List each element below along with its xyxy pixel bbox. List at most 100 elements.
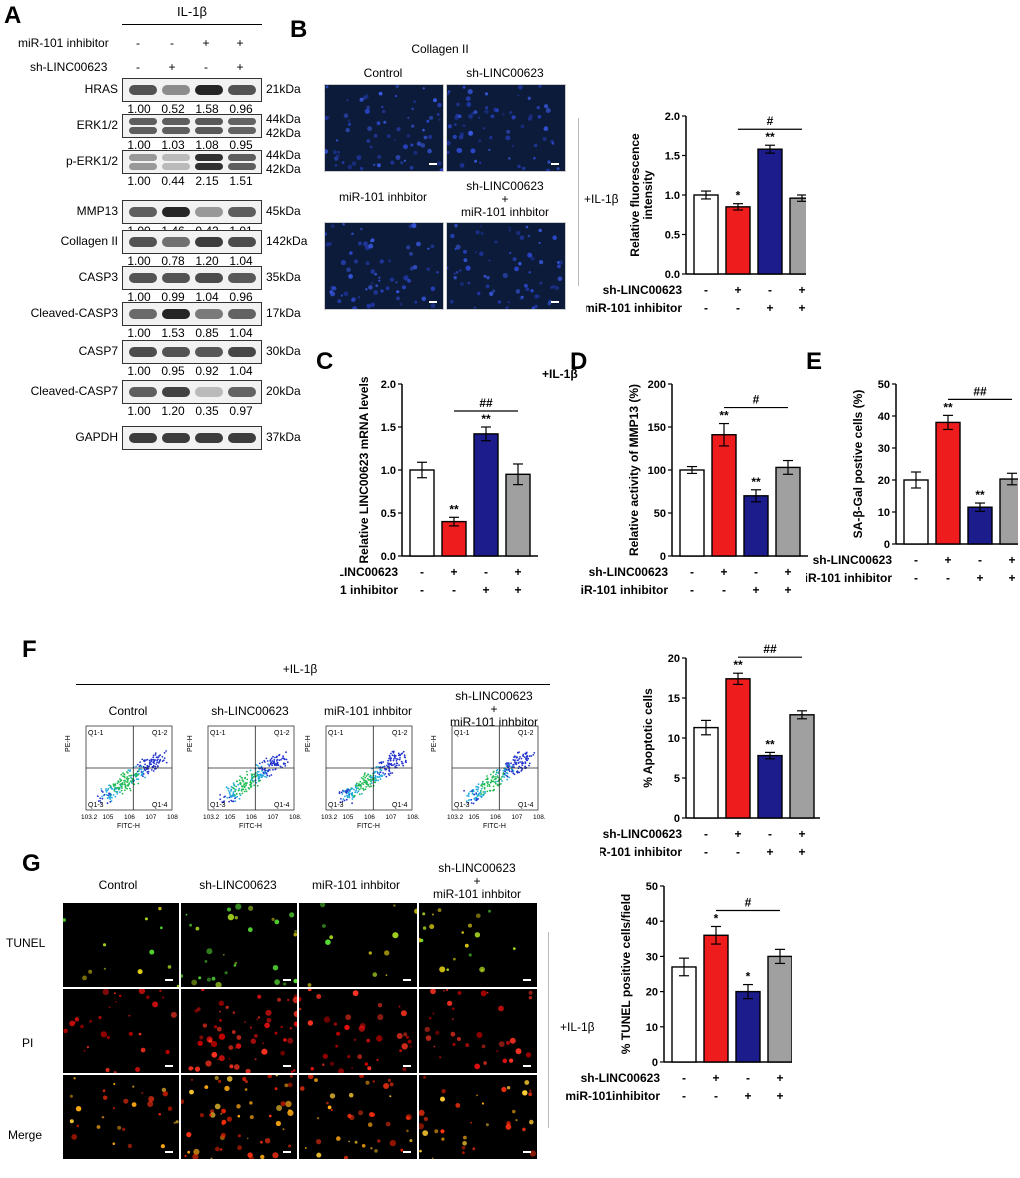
cell — [105, 1067, 110, 1073]
cell — [543, 126, 549, 131]
g-col-combo: sh-LINC00623 + miR-101 inhbitor — [432, 861, 522, 901]
cell — [527, 234, 531, 238]
blot-band — [228, 127, 256, 134]
row-label-sh: sh-LINC00623 — [340, 565, 398, 579]
cell — [69, 1094, 73, 1098]
cell — [181, 1099, 185, 1104]
flow-event — [377, 765, 379, 768]
y-tick-label: 20 — [668, 653, 680, 665]
cell — [347, 1113, 352, 1119]
flow-event — [241, 792, 244, 795]
cell — [250, 1038, 256, 1044]
cell — [445, 989, 449, 992]
cell — [377, 1014, 384, 1021]
cell — [215, 1146, 220, 1152]
row-label-sh: sh-LINC00623 — [603, 283, 683, 297]
bar — [735, 990, 761, 1063]
flow-event — [402, 764, 405, 767]
flow-event — [395, 757, 397, 760]
flow-event — [136, 773, 139, 776]
flow-event — [390, 752, 392, 755]
flow-event — [486, 785, 489, 787]
flow-event — [123, 776, 126, 779]
sign: + — [450, 565, 457, 579]
cell — [282, 1128, 285, 1131]
panel-letter-b: B — [290, 16, 308, 43]
cell — [71, 1134, 78, 1140]
cell — [366, 1038, 371, 1043]
panel-letter-e: E — [806, 348, 823, 375]
cell — [485, 284, 490, 289]
cell — [494, 240, 498, 244]
tunel-image — [62, 1074, 180, 1160]
flow-event — [377, 779, 380, 782]
flow-event — [274, 768, 277, 771]
micrograph — [63, 989, 177, 1073]
y-tick-label: 30 — [646, 951, 658, 963]
cell — [446, 968, 449, 971]
sign: - — [136, 36, 140, 50]
cell — [416, 141, 422, 146]
cell — [361, 1144, 366, 1148]
cell — [365, 288, 368, 291]
blot-band — [195, 118, 223, 125]
flow-event — [383, 774, 385, 776]
flow-event — [497, 783, 499, 786]
flow-event — [396, 758, 399, 761]
flow-event — [116, 782, 119, 785]
cell — [476, 913, 481, 919]
cell — [236, 1035, 242, 1040]
cell — [197, 1040, 203, 1046]
flow-event — [140, 768, 143, 771]
cell — [427, 148, 432, 154]
cell — [401, 285, 407, 290]
quadrant-label: Q1-2 — [152, 730, 168, 737]
flow-event — [370, 780, 372, 783]
cell — [481, 1102, 484, 1105]
blot-quant-value: 0.44 — [161, 174, 185, 188]
cell — [496, 1050, 499, 1053]
micrograph — [419, 908, 531, 981]
flow-event — [263, 770, 266, 773]
blot-band — [162, 309, 190, 319]
cell — [322, 924, 326, 928]
cell — [486, 276, 490, 280]
flow-event — [385, 764, 388, 767]
flow-event — [526, 759, 529, 762]
flow-event — [527, 757, 530, 760]
cell — [316, 1117, 320, 1120]
flow-event — [138, 768, 141, 770]
blot-band — [162, 127, 190, 134]
blot-quant-value: 1.00 — [127, 326, 151, 340]
cell — [327, 1105, 332, 1110]
flow-event — [354, 791, 357, 794]
cell — [447, 266, 449, 270]
cell — [82, 975, 87, 981]
y-tick-label: 5 — [674, 773, 680, 785]
flow-event — [110, 786, 112, 789]
cell — [406, 1129, 409, 1133]
cell — [193, 1148, 200, 1155]
sign: + — [734, 827, 741, 841]
flow-event — [503, 773, 506, 775]
flow-event — [127, 769, 130, 772]
y-tick-label: 0 — [652, 1057, 658, 1069]
flow-event — [238, 779, 241, 782]
cell — [506, 129, 511, 134]
g-row-pi: PI — [22, 1036, 34, 1050]
sign: + — [168, 60, 176, 74]
cell — [113, 1082, 116, 1086]
quadrant-label: Q1-4 — [274, 802, 290, 809]
flow-event — [276, 763, 278, 766]
bar — [757, 754, 783, 819]
flow-event — [475, 785, 477, 788]
flow-event — [237, 789, 240, 792]
flow-event — [225, 786, 228, 789]
flow-event — [387, 759, 389, 762]
blot-quant-value: 2.15 — [195, 174, 219, 188]
y-tick-label: 0 — [884, 539, 890, 551]
flow-event — [147, 770, 150, 773]
flow-title: Control — [108, 704, 148, 718]
cell — [539, 281, 543, 285]
